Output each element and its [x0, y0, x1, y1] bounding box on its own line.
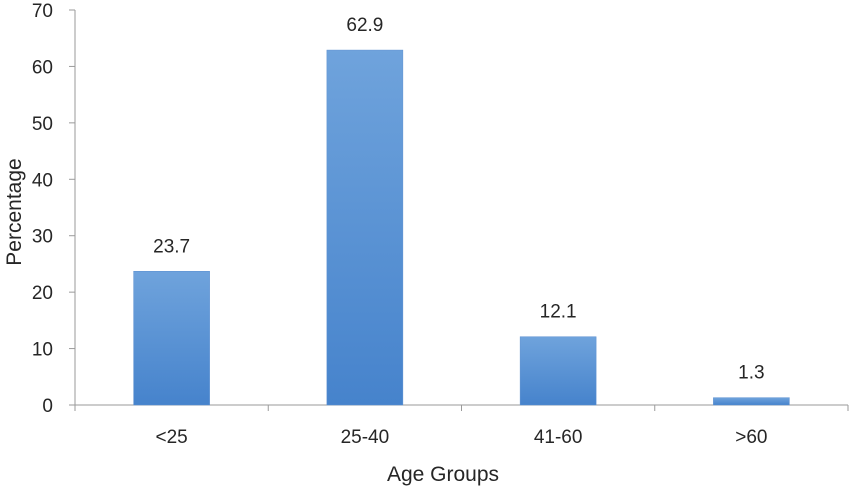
bar: [326, 49, 404, 406]
x-tick-label: 41-60: [534, 427, 583, 448]
y-tick-label: 40: [32, 170, 53, 191]
x-tick-label: <25: [156, 427, 188, 448]
y-tick-label: 60: [32, 57, 53, 78]
bar: [519, 336, 597, 406]
bar: [133, 271, 210, 406]
y-axis-title: Percentage: [3, 158, 26, 265]
x-tick-label: 25-40: [341, 427, 390, 448]
x-axis-title: Age Groups: [387, 463, 499, 486]
y-tick-label: 10: [32, 340, 53, 361]
data-label: 1.3: [738, 363, 764, 384]
data-label: 23.7: [153, 236, 190, 257]
y-tick-label: 30: [32, 227, 53, 248]
data-label: 12.1: [540, 302, 577, 323]
y-tick-label: 20: [32, 283, 53, 304]
data-label: 62.9: [346, 15, 383, 36]
bar: [713, 397, 790, 406]
y-tick-label: 0: [42, 396, 53, 417]
y-tick-label: 70: [32, 1, 53, 22]
y-tick-label: 50: [32, 114, 53, 135]
x-tick-label: >60: [735, 427, 767, 448]
